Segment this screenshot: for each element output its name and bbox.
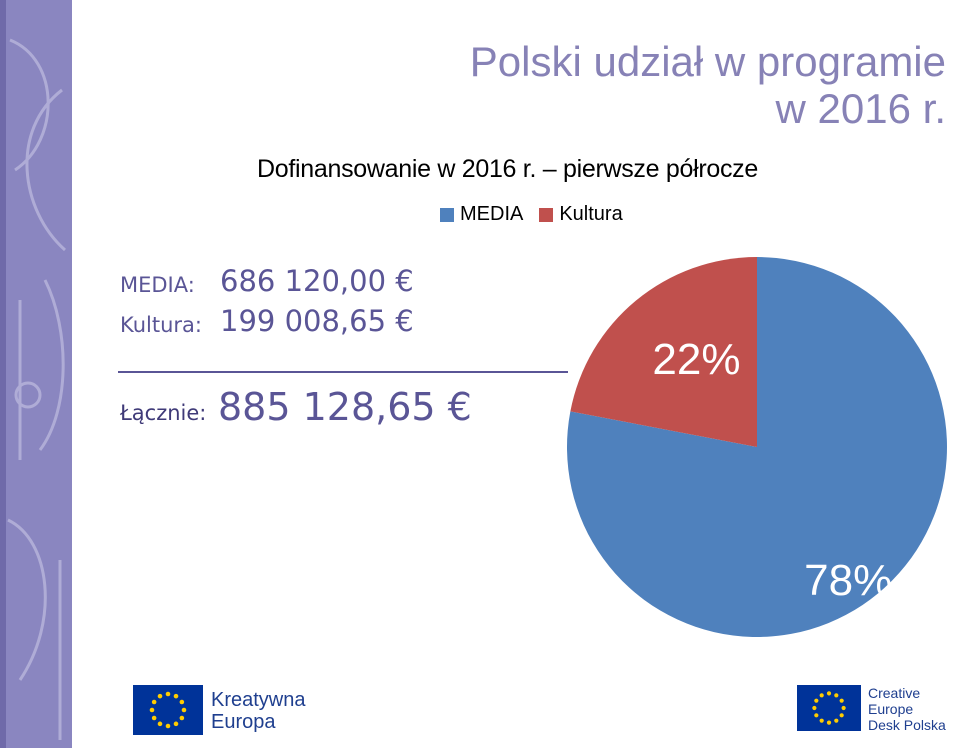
eu-star-icon <box>151 715 157 721</box>
eu-star-icon <box>149 707 155 713</box>
logo-left-line2: Europa <box>211 711 276 733</box>
eu-star-icon <box>814 713 819 718</box>
eu-star-icon <box>181 707 187 713</box>
eu-star-icon <box>834 693 839 698</box>
media-amount: 686 120,00 € <box>220 264 414 298</box>
logo-left-line1: Kreatywna <box>211 689 306 711</box>
legend-item-kultura: Kultura <box>539 203 623 226</box>
eu-star-icon <box>151 699 157 705</box>
eu-star-icon <box>812 705 817 711</box>
eu-star-icon <box>826 720 832 725</box>
pie-label-media: 78% <box>804 556 892 605</box>
logo-right-line1: Creative <box>868 685 921 701</box>
eu-star-icon <box>819 693 824 698</box>
eu-flag-icon <box>133 685 203 735</box>
eu-star-icon <box>179 715 185 721</box>
eu-flag-icon <box>797 685 861 731</box>
total-amount: 885 128,65 € <box>218 385 472 429</box>
eu-star-icon <box>173 721 179 727</box>
eu-star-icon <box>814 698 819 703</box>
eu-star-icon <box>839 698 844 703</box>
legend-label-media: MEDIA <box>460 203 524 225</box>
slide-title-line2: w 2016 r. <box>775 85 946 132</box>
eu-star-icon <box>826 691 832 696</box>
chart-legend: MEDIA Kultura <box>440 203 623 226</box>
decorative-strip <box>0 0 72 748</box>
eu-star-icon <box>834 718 839 723</box>
logo-right-line3: Desk Polska <box>868 717 946 733</box>
legend-swatch-media <box>440 207 454 222</box>
kultura-label: Kultura: <box>120 313 202 337</box>
eu-star-icon <box>157 721 163 727</box>
legend-label-kultura: Kultura <box>559 203 623 225</box>
kreatywna-europa-logo: Kreatywna Europa <box>133 685 323 737</box>
eu-star-icon <box>819 718 824 723</box>
slide-title-line1: Polski udział w programie <box>469 38 946 85</box>
eu-star-icon <box>165 723 171 729</box>
pie-chart: 78% 22% <box>567 257 947 637</box>
eu-star-icon <box>841 705 846 711</box>
pie-label-kultura: 22% <box>652 335 740 384</box>
slide-title: Polski udział w programie w 2016 r. <box>326 38 946 132</box>
total-label: Łącznie: <box>120 401 207 425</box>
legend-item-media: MEDIA <box>440 203 523 226</box>
creative-europe-desk-logo: Creative Europe Desk Polska <box>797 685 957 737</box>
logo-right-line2: Europe <box>868 701 914 717</box>
pie-slice-kultura <box>570 257 757 447</box>
chart-title: Dofinansowanie w 2016 r. – pierwsze półr… <box>257 155 758 183</box>
eu-star-icon <box>173 693 179 699</box>
eu-star-icon <box>839 713 844 718</box>
eu-star-icon <box>157 693 163 699</box>
sum-divider <box>118 371 568 373</box>
media-label: MEDIA: <box>120 273 195 297</box>
eu-star-icon <box>165 691 171 697</box>
kultura-amount: 199 008,65 € <box>220 304 414 338</box>
legend-swatch-kultura <box>539 207 554 222</box>
eu-star-icon <box>179 699 185 705</box>
